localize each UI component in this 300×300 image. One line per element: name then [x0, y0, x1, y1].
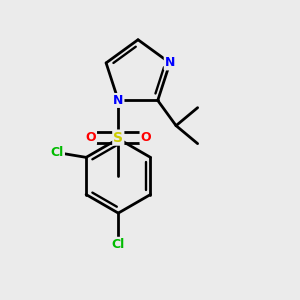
Text: Cl: Cl [112, 238, 125, 251]
Text: N: N [165, 56, 175, 69]
Text: Cl: Cl [51, 146, 64, 159]
Text: O: O [140, 131, 151, 144]
Text: O: O [85, 131, 96, 144]
Text: N: N [113, 94, 124, 107]
Text: S: S [113, 130, 123, 145]
